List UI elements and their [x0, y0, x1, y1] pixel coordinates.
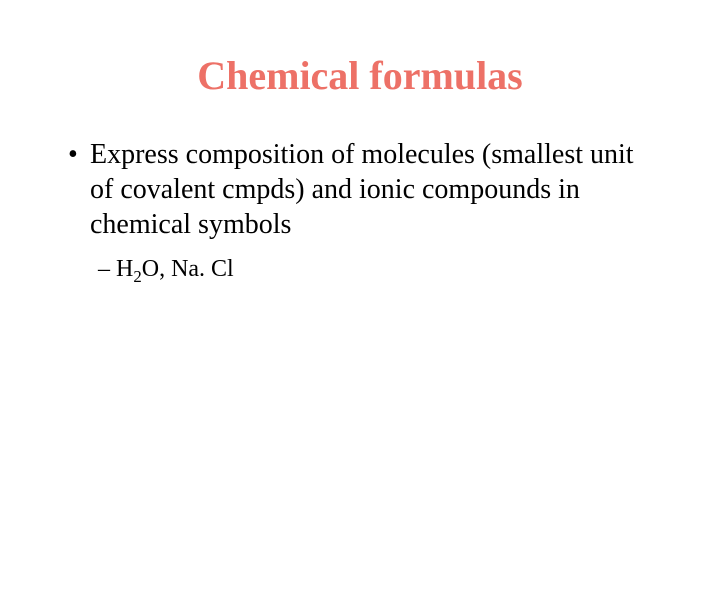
formula-suffix: O, Na. Cl — [142, 256, 234, 282]
slide: Chemical formulas • Express composition … — [0, 52, 720, 592]
slide-title: Chemical formulas — [0, 52, 720, 99]
bullet-marker: • — [68, 137, 90, 172]
sub-bullet-item: – H2O, Na. Cl — [68, 256, 662, 283]
sub-bullet-marker: – — [98, 256, 116, 283]
bullet-item: • Express composition of molecules (smal… — [68, 137, 662, 242]
bullet-text: Express composition of molecules (smalle… — [90, 137, 662, 242]
formula-subscript: 2 — [133, 267, 141, 286]
formula-prefix: H — [116, 256, 133, 282]
sub-bullet-text: H2O, Na. Cl — [116, 256, 662, 283]
bullet-list: • Express composition of molecules (smal… — [0, 137, 720, 283]
